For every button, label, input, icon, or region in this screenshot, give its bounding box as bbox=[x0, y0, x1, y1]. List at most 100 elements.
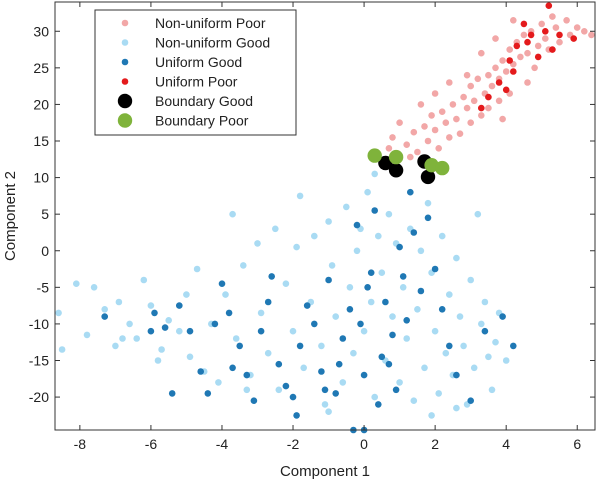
data-point bbox=[254, 240, 261, 247]
data-point bbox=[510, 342, 517, 350]
series-boundary-poor bbox=[367, 148, 450, 176]
data-point bbox=[510, 17, 517, 24]
data-point bbox=[186, 327, 194, 335]
data-point bbox=[371, 207, 379, 214]
data-point bbox=[357, 320, 364, 328]
data-point bbox=[549, 46, 556, 53]
data-point bbox=[396, 243, 403, 251]
data-point bbox=[293, 412, 300, 419]
legend-label: Uniform Good bbox=[155, 54, 242, 70]
data-point bbox=[90, 284, 98, 291]
data-point bbox=[229, 364, 236, 372]
data-point bbox=[186, 353, 194, 361]
x-tick-label: -8 bbox=[74, 436, 87, 452]
data-point bbox=[410, 397, 418, 405]
data-point bbox=[371, 393, 379, 401]
data-point bbox=[438, 108, 446, 115]
data-point bbox=[524, 79, 531, 86]
data-point bbox=[453, 254, 460, 262]
y-tick-label: 25 bbox=[33, 60, 49, 76]
data-point bbox=[403, 141, 411, 148]
data-point bbox=[353, 247, 361, 255]
data-point bbox=[424, 137, 432, 145]
y-tick-label: 5 bbox=[41, 206, 49, 222]
data-point bbox=[119, 335, 126, 342]
data-point bbox=[478, 104, 485, 112]
legend-marker bbox=[121, 19, 129, 27]
data-point bbox=[275, 386, 283, 394]
data-point bbox=[517, 53, 524, 61]
data-point bbox=[346, 284, 354, 291]
data-point bbox=[421, 123, 428, 130]
legend-box bbox=[94, 9, 297, 136]
data-point bbox=[581, 28, 588, 35]
x-tick-label: -2 bbox=[287, 436, 300, 452]
data-point bbox=[460, 93, 467, 101]
data-point bbox=[232, 335, 240, 342]
legend-marker bbox=[117, 93, 133, 109]
data-point bbox=[520, 31, 528, 39]
data-point bbox=[335, 360, 343, 368]
data-point bbox=[215, 379, 222, 386]
data-point bbox=[478, 49, 485, 57]
series-uniform-poor bbox=[478, 2, 577, 112]
data-point bbox=[378, 353, 386, 361]
data-point bbox=[388, 163, 404, 178]
legend: Non-uniform Poor Non-uniform Good Uniform … bbox=[94, 9, 297, 136]
data-point bbox=[421, 364, 428, 372]
data-point bbox=[388, 149, 404, 165]
data-point bbox=[488, 386, 496, 394]
data-point bbox=[492, 338, 499, 346]
data-point bbox=[474, 75, 482, 83]
data-point bbox=[417, 287, 425, 295]
data-point bbox=[183, 291, 190, 298]
data-point bbox=[470, 364, 478, 372]
series-uniform-good bbox=[101, 188, 517, 434]
x-tick-label: 6 bbox=[573, 436, 581, 452]
data-point bbox=[527, 31, 535, 39]
data-point bbox=[325, 218, 332, 225]
data-point bbox=[446, 291, 453, 298]
data-point bbox=[282, 280, 290, 288]
data-point bbox=[371, 170, 379, 178]
data-point bbox=[545, 2, 553, 10]
data-point bbox=[428, 412, 435, 419]
data-point bbox=[154, 357, 162, 364]
data-point bbox=[506, 46, 513, 53]
data-point bbox=[296, 192, 304, 200]
data-point bbox=[499, 57, 506, 64]
data-point bbox=[311, 232, 318, 240]
legend-label: Non-uniform Poor bbox=[155, 15, 266, 31]
data-point bbox=[396, 379, 403, 386]
data-point bbox=[321, 401, 329, 408]
legend-marker bbox=[121, 78, 129, 85]
data-point bbox=[73, 280, 80, 288]
data-point bbox=[435, 145, 443, 152]
data-point bbox=[563, 17, 570, 24]
data-point bbox=[485, 104, 492, 112]
data-point bbox=[367, 298, 375, 306]
data-point bbox=[463, 71, 471, 79]
data-point bbox=[431, 126, 439, 134]
data-point bbox=[389, 134, 396, 141]
y-tick-label: 10 bbox=[33, 170, 49, 186]
data-point bbox=[467, 397, 475, 405]
legend-label: Uniform Poor bbox=[155, 74, 238, 90]
data-point bbox=[456, 130, 464, 137]
data-point bbox=[396, 119, 403, 126]
data-point bbox=[510, 68, 517, 75]
data-point bbox=[325, 276, 332, 284]
data-point bbox=[264, 349, 272, 357]
data-point bbox=[151, 309, 158, 317]
x-tick-label: 2 bbox=[431, 436, 439, 452]
data-point bbox=[488, 82, 496, 90]
data-point bbox=[378, 155, 393, 171]
data-point bbox=[378, 269, 386, 277]
data-point bbox=[204, 390, 212, 397]
data-point bbox=[218, 280, 226, 288]
data-point bbox=[275, 360, 283, 368]
data-point bbox=[485, 71, 492, 79]
data-point bbox=[470, 97, 478, 105]
legend-marker bbox=[121, 39, 129, 46]
